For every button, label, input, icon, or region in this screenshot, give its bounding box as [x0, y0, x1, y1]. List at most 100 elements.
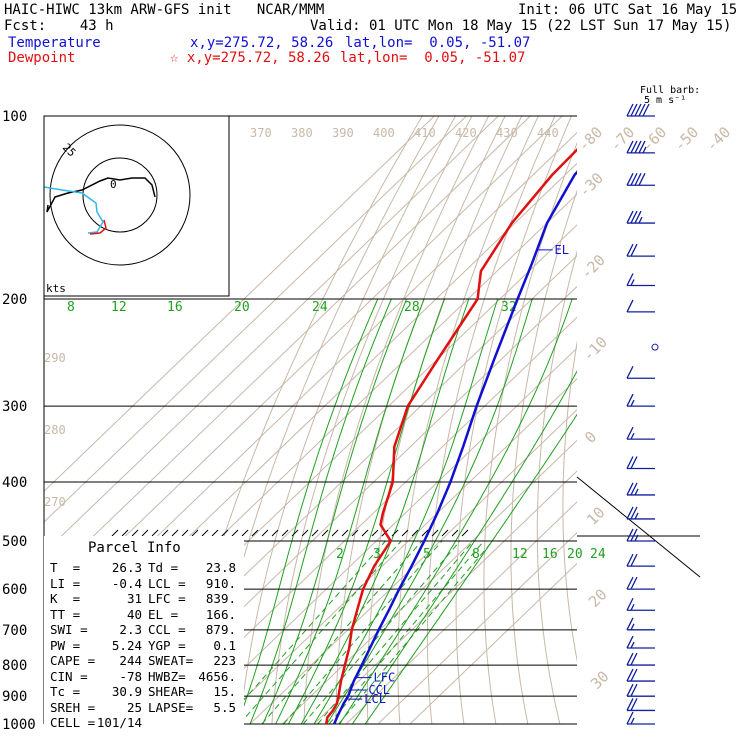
- pressure-tick-label: 700: [2, 623, 27, 639]
- parcel-info-cell: HWBZ=: [148, 668, 186, 684]
- dry-adiabat-line: [397, 116, 539, 724]
- hatch-mark: [461, 529, 469, 537]
- parcel-info-cell: Tc =: [50, 684, 81, 699]
- hatch-mark: [241, 529, 249, 537]
- hodograph-units: kts: [46, 282, 66, 295]
- moist-adiabat-label: 16: [167, 300, 183, 315]
- pressure-tick-label: 900: [2, 689, 27, 705]
- isotherm-label: -40: [702, 123, 734, 155]
- level-label-lcl: LCL: [364, 692, 386, 706]
- header-model: HAIC-HIWC 13km ARW-GFS init NCAR/MMM: [4, 2, 325, 18]
- isotherm-line: [44, 116, 467, 523]
- mixing-ratio-label: 12: [512, 547, 528, 562]
- legend-temperature: Temperature: [8, 35, 101, 51]
- wind-barb-half-feather: [630, 717, 635, 725]
- mixing-ratio-label: 2: [336, 547, 344, 562]
- hatch-mark: [301, 529, 309, 537]
- parcel-info-cell: 15.: [213, 684, 236, 699]
- parcel-info-cell: 5.24: [111, 637, 142, 653]
- wind-barb-feather: [630, 506, 638, 520]
- wind-barb-feather: [630, 553, 638, 567]
- hatch-mark: [231, 529, 239, 537]
- isotherm-line: [409, 562, 577, 724]
- mixing-ratio-label: 3: [373, 547, 381, 562]
- hatch-mark: [291, 529, 299, 537]
- mixing-ratio-label: 5: [423, 547, 431, 562]
- wind-barb-feather: [630, 456, 638, 469]
- wind-barb-feather: [630, 103, 638, 117]
- wind-barbs: [626, 103, 659, 725]
- parcel-info-cell: 40: [126, 606, 142, 622]
- hatch-mark: [441, 529, 449, 537]
- hatch-mark: [331, 529, 339, 537]
- moist-adiabat-label: 8: [67, 300, 75, 315]
- hodograph: [44, 124, 191, 266]
- header-valid: Valid: 01 UTC Mon 18 May 15 (22 LST Sun …: [310, 18, 732, 34]
- theta-label: 420: [455, 126, 477, 140]
- hatch-mark: [341, 529, 349, 537]
- hatch-mark: [221, 529, 229, 537]
- wind-barb-feather: [626, 553, 634, 567]
- level-label-ccl: CCL: [368, 683, 390, 697]
- hodograph-inner-label: 0: [110, 178, 117, 191]
- wind-barb-half-feather: [634, 488, 639, 496]
- wind-barb-feather: [626, 635, 634, 649]
- wind-barb-feather: [630, 668, 638, 682]
- parcel-info-cell: 244: [119, 653, 142, 668]
- level-label-el: EL: [555, 243, 569, 257]
- moist-adiabat-label: 20: [234, 300, 250, 315]
- wind-barb-feather: [626, 140, 634, 154]
- isotherm-label: -30: [575, 169, 607, 201]
- dry-adiabat-line: [659, 116, 725, 737]
- wind-barb-feather: [630, 683, 638, 697]
- hatch-mark: [261, 529, 269, 537]
- hatch-mark: [271, 529, 279, 537]
- wind-barb-feather: [634, 172, 642, 186]
- dry-adiabat-label: 270: [44, 495, 66, 509]
- wind-barb-feather: [626, 668, 634, 682]
- hatch-mark: [321, 529, 329, 537]
- parcel-info-cell: 0.1: [213, 637, 236, 653]
- hodograph-trace: [46, 177, 156, 213]
- wind-barb-feather: [626, 210, 634, 224]
- theta-label: 400: [373, 126, 395, 140]
- hatch-mark: [151, 529, 159, 537]
- wind-barb-half-feather: [630, 432, 635, 440]
- wind-barb-feather: [630, 576, 638, 590]
- profile-temperature: [333, 170, 577, 724]
- isotherm-line: [345, 501, 577, 724]
- barb-legend-unit: 5 m s⁻¹: [644, 95, 687, 106]
- hatch-mark: [141, 529, 149, 537]
- dry-adiabat-line: [510, 189, 577, 724]
- wind-barb-feather: [626, 393, 634, 407]
- hatch-mark: [181, 529, 189, 537]
- isotherm-line: [249, 408, 577, 724]
- theta-label: 430: [496, 126, 518, 140]
- moist-adiabat-label: 28: [404, 300, 420, 315]
- wind-barb-feather: [626, 711, 634, 725]
- hatch-mark: [281, 529, 289, 537]
- moist-adiabat-label: 12: [111, 300, 127, 315]
- dry-adiabat-line: [483, 141, 577, 724]
- dry-adiabat-line: [725, 116, 740, 737]
- moist-adiabat-label: 24: [312, 300, 328, 315]
- hatch-mark: [211, 529, 219, 537]
- parcel-info-cell: PW =: [50, 637, 81, 653]
- hatch-mark: [191, 529, 199, 537]
- wind-barb-feather: [626, 172, 634, 186]
- pressure-tick-label: 100: [2, 109, 27, 125]
- mixing-ratio-line: [261, 540, 423, 724]
- isotherm-label: 0: [581, 428, 600, 447]
- parcel-info-cell: 166.: [205, 606, 236, 622]
- isotherm-label: -60: [638, 123, 670, 155]
- dry-adiabat-line: [682, 116, 740, 737]
- dry-adiabat-label: 280: [44, 423, 66, 437]
- parcel-info-cell: 31: [126, 591, 142, 606]
- hodograph-ring-inner: [82, 157, 158, 233]
- dewpoint-xy: ☆ x,y=275.72, 58.26: [170, 50, 331, 66]
- wind-barb-feather: [626, 597, 634, 611]
- wind-barb-half-feather: [638, 216, 643, 224]
- parcel-info-cell: CAPE =: [50, 653, 96, 668]
- isotherm-label: -80: [574, 123, 606, 155]
- parcel-info-cell: SWI =: [50, 622, 88, 637]
